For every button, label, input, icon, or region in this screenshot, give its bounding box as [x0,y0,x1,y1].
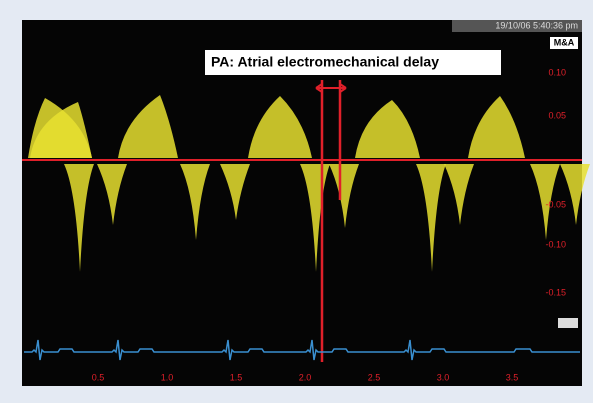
doppler-waveform [28,95,590,272]
velocity-trough [180,164,210,240]
annotation: PA: Atrial electromechanical delay [211,54,439,70]
timestamp: 19/10/06 5:40:36 pm [495,20,578,30]
time-label: 1.5 [230,372,243,382]
velocity-label: -0.05 [545,199,566,209]
badge: M&A [554,37,575,47]
velocity-hump [118,95,178,158]
time-label: 1.0 [161,372,174,382]
velocity-hump [468,96,525,158]
time-label: 3.5 [506,372,519,382]
velocity-trough [560,164,590,225]
velocity-trough [220,164,250,220]
velocity-hump [248,96,312,158]
velocity-label: 0.05 [548,110,566,120]
velocity-trough [416,164,446,272]
scale-labels: 0.10 0.05 -0.05 -0.10 -0.15 0.5 1.0 1.5 2.0 2.5 3.… [92,67,566,382]
time-label: 0.5 [92,372,105,382]
velocity-trough [329,164,359,228]
velocity-trough [530,164,560,240]
annotation-box [205,50,501,75]
velocity-label: -0.15 [545,287,566,297]
delay-arrow [315,83,347,93]
scale-icon [558,318,578,328]
ecg-trace [24,339,580,361]
badge-box [550,37,578,49]
velocity-label: -0.10 [545,239,566,249]
time-label: 2.0 [299,372,312,382]
velocity-label: 0.10 [548,67,566,77]
velocity-hump [355,100,420,158]
time-label: 3.0 [437,372,450,382]
time-label: 2.5 [368,372,381,382]
timestamp-box [452,20,582,32]
velocity-trough [444,164,474,225]
velocity-trough [64,164,94,272]
velocity-hump [30,102,92,158]
velocity-trough [97,164,127,225]
